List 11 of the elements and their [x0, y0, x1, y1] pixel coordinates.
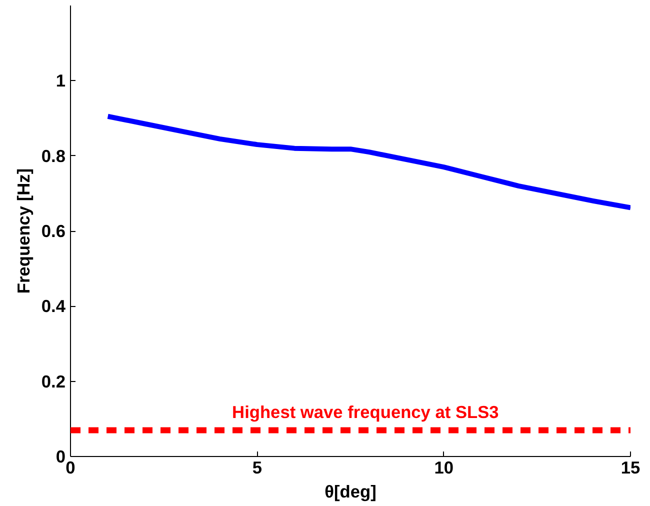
y-tick-label: 1: [56, 70, 66, 91]
y-axis-title: Frequency [Hz]: [13, 168, 34, 294]
ref-line-label: Highest wave frequency at SLS3: [232, 402, 500, 422]
x-axis-title: θ[deg]: [324, 482, 376, 502]
x-tick-label: 5: [252, 458, 262, 478]
x-tick-label: 10: [434, 458, 454, 478]
y-tick-label: 0.8: [41, 146, 66, 166]
y-tick-label: 0.6: [41, 221, 66, 241]
x-tick-label: 15: [620, 458, 640, 478]
y-tick-label: 0.4: [41, 296, 66, 316]
y-tick-label: 0.2: [41, 371, 66, 392]
